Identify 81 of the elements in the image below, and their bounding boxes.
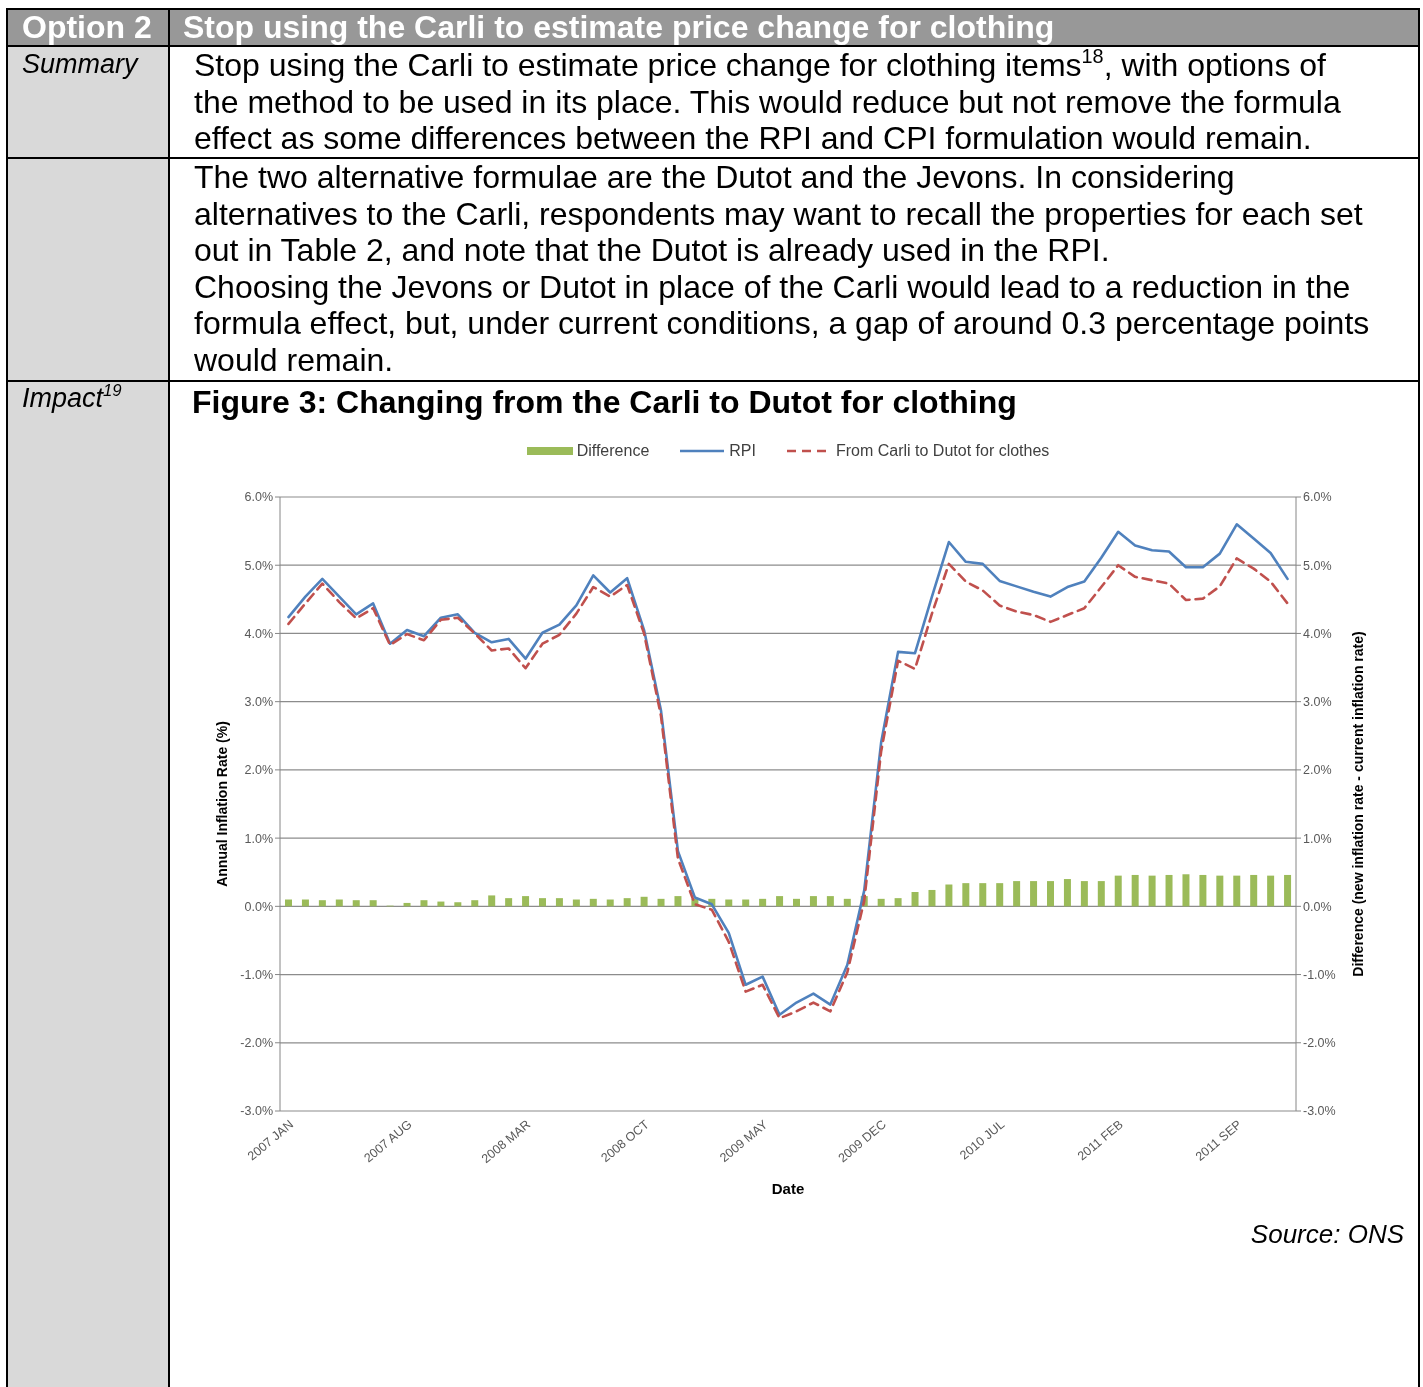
x-axis-title: Date — [771, 1180, 805, 1197]
bar — [911, 892, 919, 907]
bar — [928, 889, 936, 907]
legend-label: Difference — [576, 442, 650, 460]
table-label-cell: Impact$^{19}$ — [6, 380, 168, 1387]
y-tick-label: 1.0% — [244, 831, 273, 846]
bar — [843, 898, 851, 907]
bar — [539, 898, 546, 907]
source-note: Source: ONS — [1250, 1218, 1404, 1250]
bar — [352, 900, 360, 907]
y-tick-label: -1.0% — [240, 967, 273, 982]
bar — [1013, 881, 1021, 907]
y2-tick-label: -1.0% — [1303, 967, 1336, 982]
y-tick-label: 3.0% — [244, 695, 273, 710]
bar — [996, 883, 1004, 907]
chart-title: Figure 3: Changing from the Carli to Dutot for clothing — [192, 384, 1017, 420]
bar — [776, 896, 784, 907]
y-tick-label: 0.0% — [244, 899, 273, 914]
bar — [1216, 875, 1224, 907]
table-text-cell: The two alternative formulae are the Dutot and the Jevons. In considering alternatives to the Carli, respondents may want to recall the properties for each set out in Table 2, and note that the Dutot is already used in the RPI. Choosing the Jevons or Dutot in place of the Carli would lead to a reduction in the formula effect, but, under current conditions, a gap of around 0.3 percentage points would remain. — [168, 157, 1420, 380]
bar — [1284, 874, 1292, 907]
legend-label: From Carli to Dutot for clothes — [835, 442, 1050, 460]
bar — [1063, 879, 1071, 907]
y-tick-label: 2.0% — [244, 763, 273, 778]
legend-label: RPI — [729, 442, 756, 460]
bar — [420, 900, 428, 907]
bar — [1148, 875, 1156, 907]
y2-tick-label: 1.0% — [1303, 831, 1332, 846]
bar — [1165, 874, 1173, 907]
bar — [674, 896, 682, 907]
bar — [1199, 874, 1207, 907]
bar — [1131, 874, 1139, 907]
y2-tick-label: 3.0% — [1303, 695, 1332, 710]
y2-tick-label: 0.0% — [1303, 899, 1332, 914]
y2-axis-title: Difference (new inflation rate - current inflation rate) — [1349, 631, 1366, 977]
bar — [1080, 881, 1088, 907]
bar — [471, 900, 479, 907]
y2-tick-label: -3.0% — [1303, 1104, 1336, 1119]
bar — [318, 900, 326, 907]
bar — [1233, 875, 1241, 907]
bar — [454, 902, 462, 907]
bar — [369, 900, 377, 907]
bar — [809, 896, 817, 907]
bar — [962, 883, 970, 907]
bar — [1114, 875, 1122, 907]
bar — [1047, 881, 1054, 907]
bar — [759, 898, 767, 907]
table-text-cell: Stop using the Carli to estimate price change for clothing items$^{18}$, with options of the method to be used in its place. This would reduce but not remove the formula effect as some differences between the RPI and CPI formulation would remain. — [168, 45, 1420, 157]
y2-tick-label: 2.0% — [1303, 763, 1332, 778]
table-header-cell: Stop using the Carli to estimate price change for clothing — [168, 8, 1420, 45]
bar — [1097, 881, 1105, 907]
y2-tick-label: 6.0% — [1303, 490, 1332, 505]
bar — [979, 883, 987, 907]
bar — [488, 895, 496, 907]
bar — [555, 898, 563, 907]
bar — [589, 898, 597, 907]
y-tick-label: 6.0% — [244, 490, 273, 505]
bar — [793, 898, 800, 907]
y-axis-title: Annual Inflation Rate (%) — [213, 721, 230, 887]
bar — [1250, 874, 1258, 907]
bar — [505, 898, 513, 907]
bar — [640, 896, 648, 907]
bar — [657, 898, 665, 907]
y-tick-label: 4.0% — [244, 626, 273, 641]
table-label-cell: Summary — [6, 45, 168, 157]
y2-tick-label: 5.0% — [1303, 558, 1332, 573]
bar — [1182, 874, 1190, 907]
y2-tick-label: 4.0% — [1303, 626, 1332, 641]
bar — [894, 898, 902, 907]
bar — [877, 898, 885, 907]
y-tick-label: -3.0% — [240, 1104, 273, 1119]
y-tick-label: 5.0% — [244, 558, 273, 573]
bar — [945, 884, 953, 907]
bar — [1267, 875, 1275, 907]
bar — [826, 896, 834, 907]
y2-tick-label: -2.0% — [1303, 1036, 1336, 1051]
bar — [522, 896, 530, 907]
y-tick-label: -2.0% — [240, 1036, 273, 1051]
bar — [623, 898, 631, 907]
table-header-cell: Option 2 — [6, 8, 168, 45]
bar — [1030, 881, 1038, 907]
